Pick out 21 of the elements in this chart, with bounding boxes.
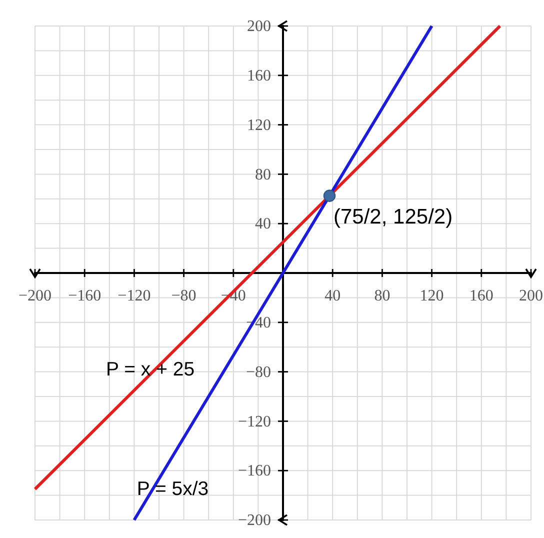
y-tick-label: −160 [238, 462, 271, 480]
y-tick-label: 160 [247, 68, 271, 85]
x-tick-label: −80 [171, 287, 196, 304]
x-tick-label: 80 [374, 287, 390, 304]
x-tick-label: −160 [68, 287, 102, 304]
y-tick-label: 200 [247, 18, 271, 36]
x-tick-label: 40 [324, 287, 341, 304]
y-tick-label: −200 [238, 512, 271, 530]
x-tick-label: −200 [18, 287, 52, 304]
y-tick-label: 80 [255, 166, 271, 184]
y-tick-label: −120 [238, 413, 271, 430]
x-tick-label: 120 [420, 287, 444, 304]
y-tick-label: 120 [247, 116, 271, 134]
x-tick-label: 200 [519, 287, 543, 304]
y-tick-label: 40 [255, 216, 271, 233]
series-label: P = 5x/3 [136, 478, 209, 500]
x-tick-label: 160 [469, 287, 494, 304]
series-label: P = x + 25 [106, 358, 195, 380]
y-tick-label: −80 [246, 364, 271, 381]
x-tick-label: −120 [118, 287, 151, 304]
annotation: (75/2, 125/2) [334, 205, 453, 228]
